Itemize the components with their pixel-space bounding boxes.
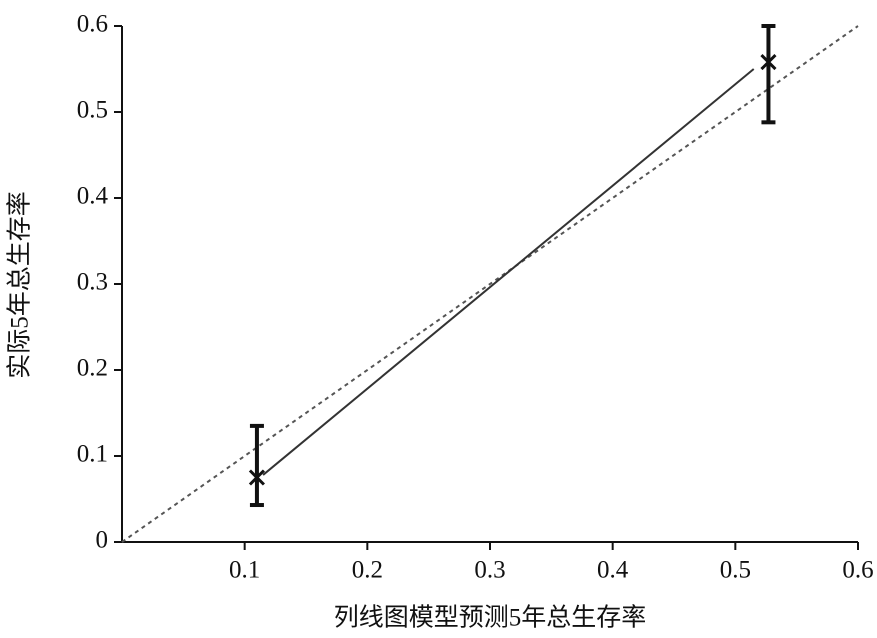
reference-line <box>121 25 859 543</box>
point-marker <box>760 54 777 71</box>
x-tick-label: 0.5 <box>720 557 751 584</box>
y-axis-title: 实际5年总生存率 <box>6 191 34 379</box>
x-tick-label: 0.1 <box>229 557 260 584</box>
calibration-line <box>262 68 755 476</box>
y-tick-label: 0.4 <box>77 183 109 210</box>
y-tick-label: 0.2 <box>77 355 108 382</box>
x-tick-label: 0.6 <box>842 557 873 584</box>
y-tick-label: 0.3 <box>77 269 108 296</box>
y-tick-label: 0 <box>96 527 109 554</box>
x-tick-label: 0.4 <box>597 557 629 584</box>
y-tick-label: 0.5 <box>77 97 108 124</box>
y-tick-label: 0.1 <box>77 441 108 468</box>
point-marker <box>248 469 265 486</box>
x-tick-label: 0.2 <box>352 557 383 584</box>
x-axis-title: 列线图模型预测5年总生存率 <box>334 604 647 632</box>
y-tick-label: 0.6 <box>77 11 108 38</box>
x-tick-label: 0.3 <box>474 557 505 584</box>
